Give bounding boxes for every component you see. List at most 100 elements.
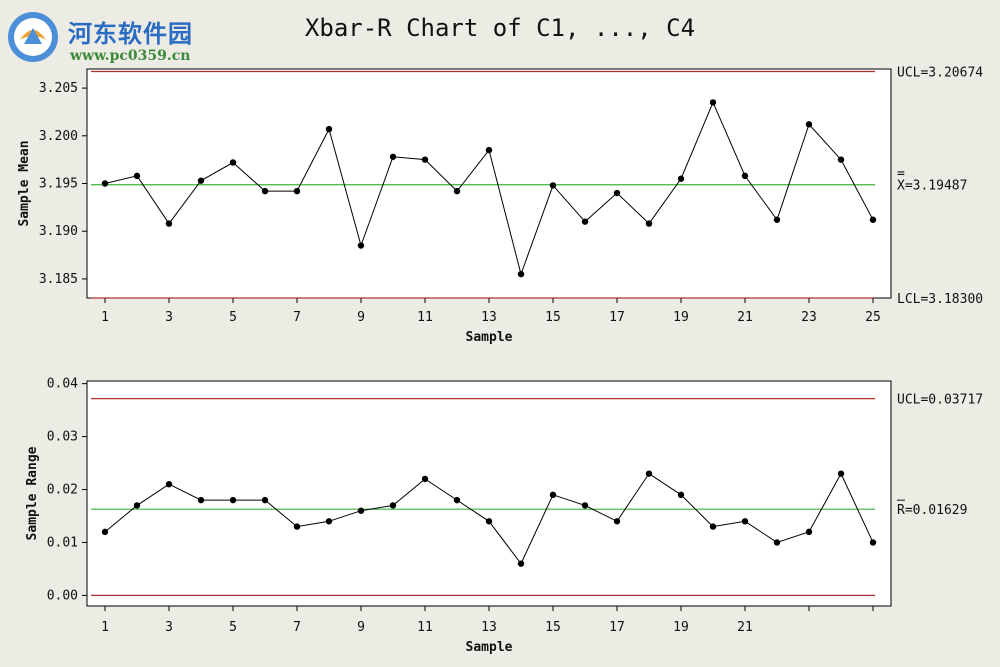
- range-data-point: [741, 518, 749, 525]
- xbar-data-point: [869, 216, 877, 223]
- range-x-tick-label: 5: [229, 620, 237, 635]
- range-y-axis-title: Sample Range: [25, 446, 40, 540]
- xbar-x-axis-title: Sample: [466, 330, 513, 345]
- xbar-x-tick-label: 11: [417, 310, 433, 325]
- range-ucl-label: UCL=0.03717: [897, 393, 983, 408]
- range-data-point: [869, 539, 877, 546]
- xbar-x-tick-label: 13: [481, 310, 497, 325]
- xbar-data-point: [133, 172, 141, 180]
- xbar-x-tick-label: 17: [609, 310, 625, 325]
- range-data-point: [485, 518, 493, 525]
- xbar-data-point: [677, 175, 685, 182]
- xbar-x-tick-label: 9: [357, 310, 365, 325]
- range-data-point: [805, 528, 813, 536]
- xbar-data-point: [293, 187, 301, 195]
- range-y-tick-label: 0.01: [47, 535, 78, 550]
- range-x-tick-label: 1: [101, 620, 109, 635]
- xbar-data-point: [549, 182, 557, 189]
- range-plot-area: [86, 380, 892, 607]
- range-data-point: [229, 496, 237, 504]
- xbar-data-point: [229, 159, 237, 166]
- range-x-axis-title: Sample: [466, 640, 513, 655]
- range-panel: 0.000.010.020.030.041 3 5 7 9 11 13 15 17 19 21Sam…: [25, 377, 983, 655]
- xbar-data-point: [645, 220, 653, 227]
- range-data-point: [389, 502, 397, 509]
- range-y-tick-label: 0.00: [47, 588, 78, 603]
- xbar-x-tick-label: 25: [865, 310, 881, 325]
- range-x-tick-label: 7: [293, 620, 301, 635]
- xbar-data-point: [261, 187, 269, 195]
- xbar-x-tick-label: 23: [801, 310, 817, 325]
- xbar-y-tick-label: 3.195: [39, 177, 78, 192]
- xbar-lcl-label: LCL=3.18300: [897, 292, 983, 307]
- range-x-tick-label: 17: [609, 620, 625, 635]
- xbar-data-point: [357, 242, 365, 249]
- logo-icon: [8, 12, 58, 62]
- range-data-point: [773, 539, 781, 546]
- xbar-x-tick-label: 5: [229, 310, 237, 325]
- xbar-center-label: X=3.19487: [897, 179, 967, 194]
- xbar-center-bar: =: [897, 167, 905, 182]
- xbar-data-point: [837, 156, 845, 163]
- range-data-point: [101, 528, 109, 536]
- xbar-x-tick-label: 7: [293, 310, 301, 325]
- range-data-point: [325, 518, 333, 525]
- range-x-tick-label: 13: [481, 620, 497, 635]
- site-logo: 河东软件园 www.pc0359.cn: [6, 10, 206, 70]
- xbar-x-tick-label: 19: [673, 310, 689, 325]
- range-data-point: [677, 491, 685, 499]
- xbar-y-tick-label: 3.190: [39, 224, 78, 239]
- xbar-data-point: [581, 218, 589, 225]
- range-x-tick-label: 21: [737, 620, 753, 635]
- range-data-point: [549, 491, 557, 499]
- xbar-ucl-label: UCL=3.20674: [897, 65, 983, 80]
- xbar-data-point: [165, 220, 173, 227]
- range-data-point: [293, 523, 301, 530]
- range-x-tick-label: 11: [417, 620, 433, 635]
- xbar-x-tick-label: 1: [101, 310, 109, 325]
- range-data-point: [165, 481, 173, 488]
- range-y-tick-label: 0.02: [47, 483, 78, 498]
- xbar-data-point: [389, 153, 397, 160]
- range-center-label: R=0.01629: [897, 503, 967, 518]
- xbar-x-tick-label: 3: [165, 310, 173, 325]
- xbar-y-tick-label: 3.185: [39, 272, 78, 287]
- xbar-data-point: [453, 187, 461, 195]
- range-data-point: [197, 496, 205, 504]
- xbar-y-axis-title: Sample Mean: [17, 140, 32, 226]
- range-data-point: [421, 475, 429, 483]
- logo-brand-text: 河东软件园: [68, 20, 193, 48]
- xbar-x-tick-label: 15: [545, 310, 561, 325]
- xbar-data-point: [613, 189, 621, 197]
- range-data-point: [837, 470, 845, 477]
- xbar-y-tick-label: 3.200: [39, 129, 78, 144]
- xbar-data-point: [325, 125, 333, 133]
- xbar-x-tick-label: 21: [737, 310, 753, 325]
- xbar-data-point: [485, 146, 493, 154]
- range-data-point: [709, 523, 717, 530]
- xbar-y-tick-label: 3.205: [39, 81, 78, 96]
- range-data-point: [581, 502, 589, 509]
- xbar-plot-area: [86, 68, 892, 299]
- xbar-data-point: [741, 172, 749, 180]
- xbar-data-point: [101, 180, 109, 187]
- range-data-point: [613, 518, 621, 525]
- range-x-tick-label: 19: [673, 620, 689, 635]
- range-data-point: [261, 496, 269, 504]
- xbar-data-point: [709, 99, 717, 106]
- logo-url-text: www.pc0359.cn: [70, 48, 191, 64]
- xbar-data-point: [421, 156, 429, 163]
- range-data-point: [453, 496, 461, 504]
- range-x-tick-label: 15: [545, 620, 561, 635]
- range-x-tick-label: 3: [165, 620, 173, 635]
- range-y-tick-label: 0.04: [47, 377, 78, 392]
- chart-title: Xbar-R Chart of C1, ..., C4: [304, 14, 696, 42]
- range-x-tick-label: 9: [357, 620, 365, 635]
- xbar-data-point: [805, 121, 813, 128]
- xbar-data-point: [517, 270, 525, 278]
- range-y-tick-label: 0.03: [47, 430, 78, 445]
- xbar-data-point: [773, 216, 781, 223]
- xbar-data-point: [197, 177, 205, 184]
